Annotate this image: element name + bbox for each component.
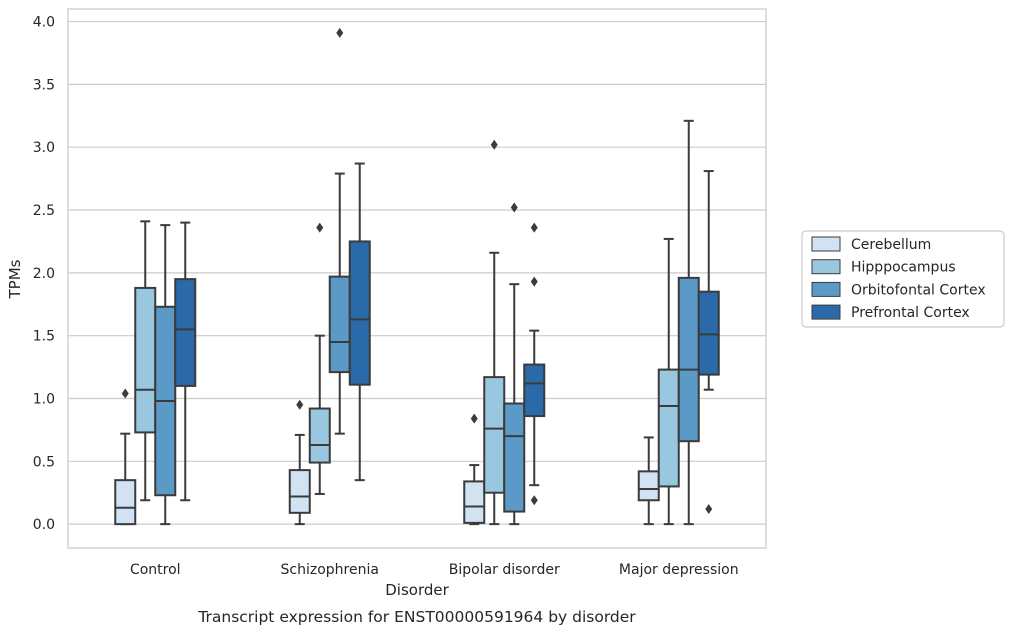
iqr-box <box>697 290 720 376</box>
iqr-box <box>463 480 486 524</box>
legend-swatch <box>811 236 841 252</box>
outlier-marker <box>530 276 538 287</box>
iqr-box <box>483 376 506 494</box>
box-3-3 <box>503 202 526 526</box>
outlier-marker <box>705 504 713 515</box>
plot-frame <box>67 8 767 549</box>
box-2-3 <box>328 27 351 435</box>
box-3-1 <box>463 413 486 526</box>
box-1-4 <box>174 221 197 502</box>
legend-swatch <box>811 281 841 297</box>
box-1-1 <box>114 388 137 526</box>
y-tick-label: 2.5 <box>33 203 55 219</box>
box-series-group <box>114 27 720 526</box>
outlier-marker <box>336 27 344 38</box>
outlier-marker <box>470 413 478 424</box>
x-tick-label: Control <box>130 562 181 578</box>
box-2-1 <box>288 399 311 526</box>
box-2-4 <box>348 162 371 482</box>
y-tick-label: 1.5 <box>33 329 55 345</box>
iqr-box <box>677 276 700 443</box>
outlier-marker <box>490 139 498 150</box>
legend-label: Hipppocampus <box>851 260 956 276</box>
x-axis-title: Disorder <box>385 581 449 599</box>
outlier-marker <box>530 222 538 233</box>
y-axis-ticks: 0.0 0.5 1.0 1.5 2.0 2.5 3.0 3.5 4.0 <box>33 15 55 534</box>
box-1-3 <box>154 224 177 526</box>
iqr-box <box>328 275 351 374</box>
legend-swatch <box>811 304 841 320</box>
box-4-1 <box>637 436 660 526</box>
box-4-3 <box>677 119 700 526</box>
iqr-box <box>134 286 157 434</box>
outlier-marker <box>510 202 518 213</box>
outlier-marker <box>530 495 538 506</box>
y-tick-label: 0.0 <box>33 517 55 533</box>
box-1-2 <box>134 220 157 502</box>
box-2-2 <box>308 222 331 495</box>
legend-swatch <box>811 259 841 275</box>
y-tick-label: 2.0 <box>33 266 55 282</box>
y-axis-title: TPMs <box>6 259 24 299</box>
y-tick-label: 4.0 <box>33 15 55 31</box>
legend-label: Cerebellum <box>851 237 931 253</box>
box-3-4 <box>523 222 546 506</box>
y-tick-label: 3.0 <box>33 140 55 156</box>
legend-label: Prefrontal Cortex <box>851 305 970 321</box>
chart-caption: Transcript expression for ENST0000059196… <box>197 608 636 626</box>
iqr-box <box>174 278 197 387</box>
y-tick-label: 0.5 <box>33 454 55 470</box>
legend: Cerebellum Hipppocampus Orbitofontal Corte… <box>801 230 1005 328</box>
iqr-box <box>657 368 680 488</box>
outlier-marker <box>121 388 129 399</box>
y-tick-label: 3.5 <box>33 77 55 93</box>
box-4-2 <box>657 237 680 526</box>
outlier-marker <box>296 399 304 410</box>
outlier-marker <box>316 222 324 233</box>
legend-label: Orbitofontal Cortex <box>851 282 986 298</box>
x-tick-label: Schizophrenia <box>281 562 379 578</box>
box-3-2 <box>483 139 506 526</box>
box-4-4 <box>697 170 720 515</box>
x-tick-label: Bipolar disorder <box>449 562 560 578</box>
x-axis-ticks: Control Schizophrenia Bipolar disorder Majo… <box>130 562 739 578</box>
iqr-box <box>523 363 546 418</box>
iqr-box <box>288 469 311 514</box>
legend-frame <box>801 230 1005 328</box>
iqr-box <box>348 240 371 386</box>
y-tick-label: 1.0 <box>33 391 55 407</box>
x-tick-label: Major depression <box>619 562 739 578</box>
iqr-box <box>114 479 137 526</box>
iqr-box <box>308 407 331 464</box>
iqr-box <box>503 402 526 513</box>
iqr-box <box>637 470 660 502</box>
